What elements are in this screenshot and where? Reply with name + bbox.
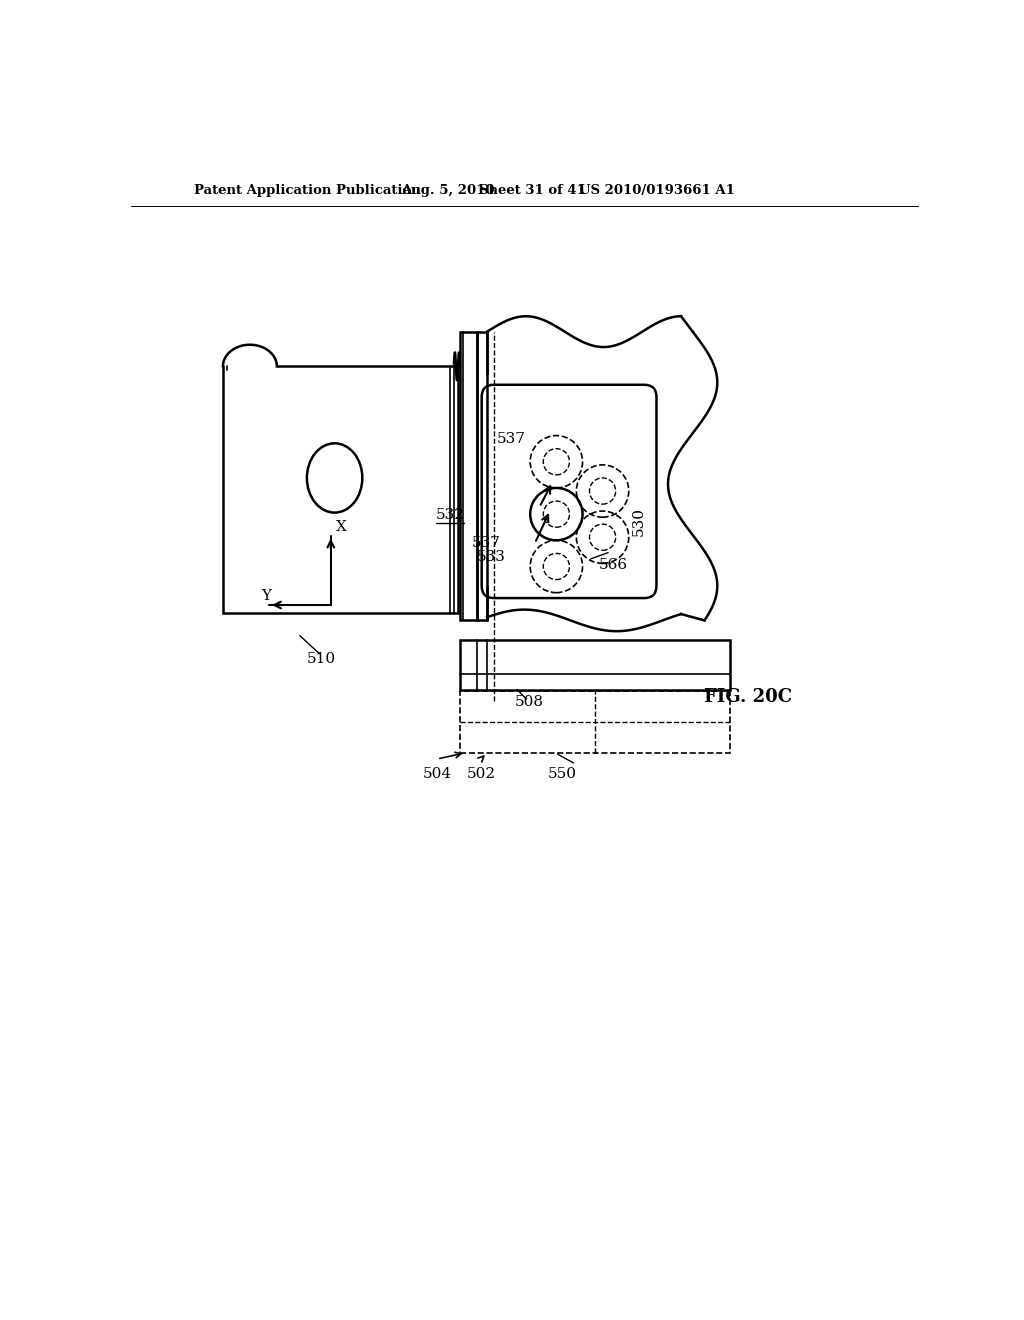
Text: Sheet 31 of 41: Sheet 31 of 41 — [478, 185, 586, 197]
Text: 533: 533 — [476, 550, 506, 564]
Text: FIG. 20C: FIG. 20C — [705, 689, 793, 706]
Text: 502: 502 — [466, 767, 496, 780]
Text: 508: 508 — [515, 696, 544, 709]
Bar — [460, 331, 477, 620]
Text: 530: 530 — [632, 507, 646, 536]
Text: 566: 566 — [599, 558, 628, 572]
Text: Patent Application Publication: Patent Application Publication — [194, 185, 421, 197]
Text: 537: 537 — [472, 536, 501, 550]
Bar — [477, 331, 487, 620]
Text: 510: 510 — [307, 652, 336, 665]
Text: US 2010/0193661 A1: US 2010/0193661 A1 — [579, 185, 734, 197]
Text: 550: 550 — [547, 767, 577, 780]
Bar — [460, 692, 730, 752]
Bar — [460, 640, 730, 689]
Text: 537: 537 — [497, 433, 525, 446]
Text: 532: 532 — [435, 508, 465, 521]
Text: X: X — [336, 520, 347, 535]
Text: Y: Y — [261, 590, 271, 603]
Text: 504: 504 — [423, 767, 452, 780]
Text: Aug. 5, 2010: Aug. 5, 2010 — [401, 185, 495, 197]
